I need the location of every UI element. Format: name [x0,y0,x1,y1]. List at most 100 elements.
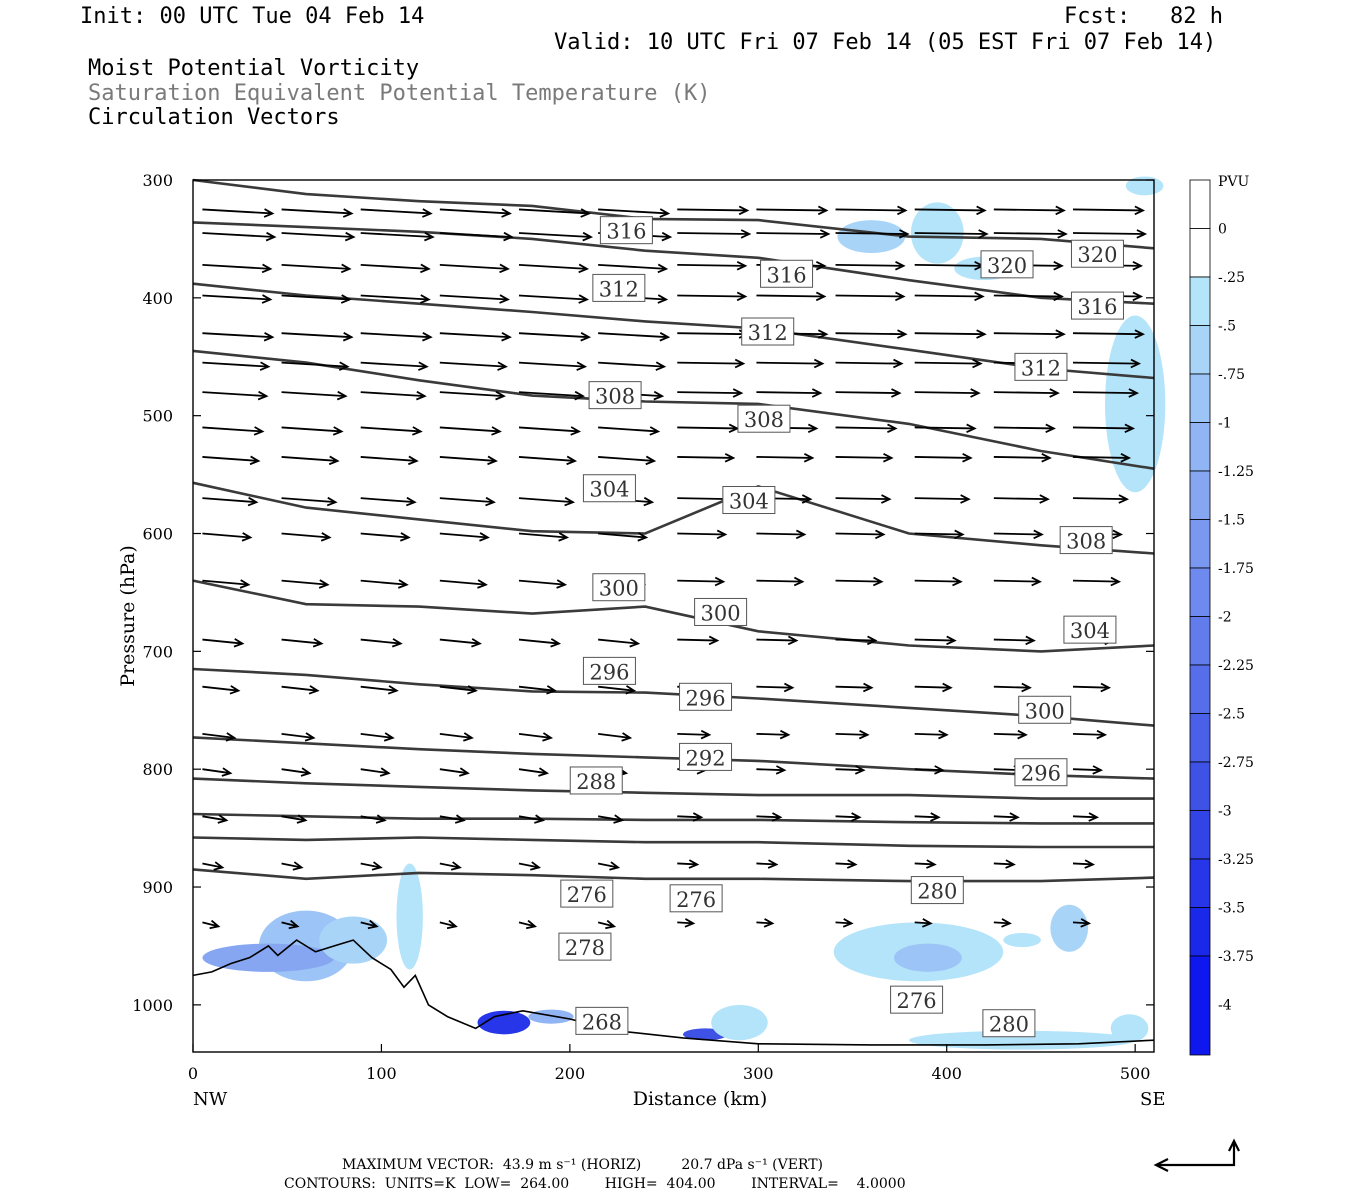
circulation-vector [598,361,667,371]
x-end-label-nw: NW [193,1089,228,1110]
circulation-vector [439,361,508,371]
circulation-vector [1072,576,1122,587]
colorbar-swatch [1189,373,1211,423]
circulation-vector [677,205,750,216]
contour-label-box [910,876,964,905]
contour-label: 304 [589,478,629,502]
circulation-vector [360,685,399,695]
contour-label: 308 [1066,530,1106,554]
contour-label: 276 [897,989,937,1013]
circulation-vector [914,494,971,504]
circulation-vector [835,765,866,775]
circulation-vector [835,576,884,587]
circulation-vector [677,229,752,239]
circulation-vector [518,579,568,589]
circulation-vector [281,294,352,304]
field-title-mpv: Moist Potential Vorticity [88,56,420,81]
circulation-vector [202,638,245,648]
circulation-vector [360,861,383,871]
circulation-vector [360,390,427,401]
contour-label: 276 [676,888,716,912]
theta-contour [192,349,1155,470]
circulation-vector [677,329,750,339]
y-tick-label: 600 [142,525,173,544]
contour-label-box [679,742,733,771]
circulation-vector [914,682,953,693]
contour-label-box [560,879,614,908]
contour-label-box [1063,615,1117,644]
y-tick-label: 500 [142,407,173,426]
circulation-vector [835,453,894,463]
theta-contour [192,178,1155,250]
circulation-vector [993,494,1050,504]
y-tick-label: 1000 [132,996,173,1015]
circulation-vector [1072,229,1148,239]
circulation-vector [1072,859,1096,869]
y-tick-label: 900 [142,878,173,897]
circulation-vector [439,861,462,871]
circulation-vector [360,231,435,242]
circulation-vector [677,423,740,434]
circulation-vector [835,358,904,369]
contour-label-box [1014,352,1068,381]
circulation-vector [1072,358,1142,369]
circulation-vector [202,263,273,274]
colorbar-label: -2.5 [1218,707,1245,723]
circulation-vector [1072,729,1108,740]
circulation-vector [281,767,312,777]
circulation-vector [756,229,831,239]
circulation-vector [914,291,985,302]
circulation-vector [439,814,466,824]
contour-label-box [722,486,776,515]
forecast-hour: Fcst: 82 h [1064,4,1223,29]
colorbar-swatch [1189,470,1211,520]
circulation-vector [360,638,403,648]
x-tick-label: 300 [743,1064,774,1083]
circulation-vector [1072,494,1130,504]
contour-label-box [592,273,646,302]
contour-label: 288 [576,770,616,794]
contour-label: 320 [1077,243,1117,267]
colorbar-swatch [1189,179,1211,229]
contour-info-note: CONTOURS: UNITS=K LOW= 264.00 HIGH= 404.… [284,1176,906,1192]
circulation-vector [202,814,229,824]
circulation-vector [202,685,241,695]
pv-shade-region [1110,1014,1149,1043]
x-tick-label: 200 [555,1064,586,1083]
circulation-vector [518,361,588,371]
circulation-vector [835,729,870,740]
colorbar-swatch [1189,858,1211,908]
x-end-label-se: SE [1140,1089,1165,1110]
contour-label: 296 [685,686,725,710]
circulation-vector [914,329,987,339]
circulation-vector [993,423,1056,434]
colorbar-swatch [1189,519,1211,569]
colorbar-label: -1.75 [1218,561,1254,577]
circulation-vector [597,919,617,930]
circulation-vector [439,767,470,777]
contour-label-box [741,317,795,346]
circulation-vector [518,455,578,466]
circulation-vector [1072,812,1100,822]
circulation-vector [1072,329,1146,339]
circulation-vector [202,208,275,218]
circulation-vector [202,532,253,542]
circulation-vector [993,291,1064,302]
colorbar-swatch [1189,325,1211,375]
colorbar-label: -.25 [1218,270,1245,286]
circulation-vector [677,453,736,463]
contour-label: 268 [582,1010,622,1034]
pv-shade-region [477,1010,531,1035]
colorbar-swatch [1189,276,1211,326]
colorbar-swatch [1189,955,1211,1056]
contour-label-box [1014,758,1068,787]
x-tick-label: 100 [366,1064,397,1083]
circulation-vector [360,496,417,507]
colorbar-swatch [1189,567,1211,617]
circulation-vector [914,453,973,463]
colorbar-label: -1.5 [1218,513,1245,529]
circulation-vector [756,859,779,869]
circulation-vector [756,388,823,398]
pv-shade-region [1125,176,1164,196]
